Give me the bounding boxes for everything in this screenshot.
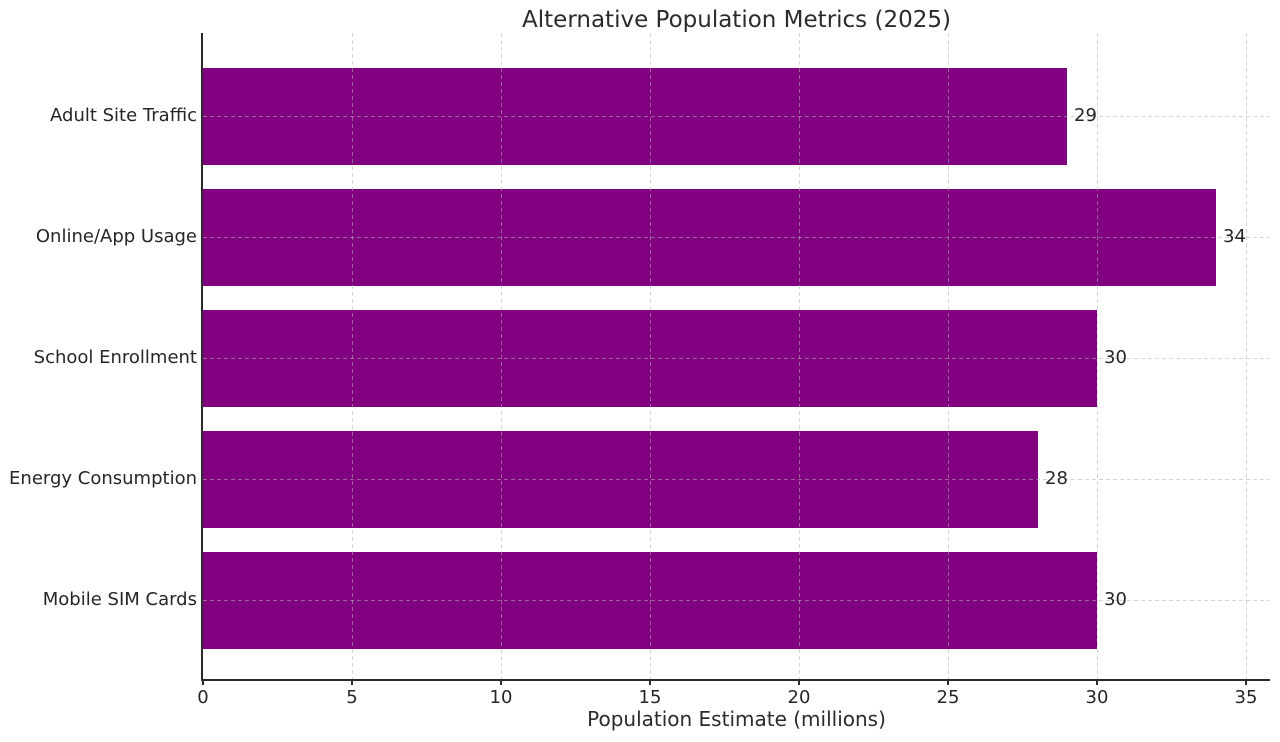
x-tick-20 bbox=[798, 679, 800, 685]
x-tick-label-0: 0 bbox=[197, 687, 209, 708]
x-gridline-20 bbox=[799, 33, 800, 679]
x-tick-label-10: 10 bbox=[489, 687, 513, 708]
y-gridline-online-app-usage bbox=[203, 237, 1270, 238]
x-tick-15 bbox=[649, 679, 651, 685]
category-label-mobile-sim-cards: Mobile SIM Cards bbox=[42, 589, 197, 610]
x-tick-label-20: 20 bbox=[787, 687, 811, 708]
x-gridline-15 bbox=[650, 33, 651, 679]
x-tick-0 bbox=[202, 679, 204, 685]
x-gridline-5 bbox=[352, 33, 353, 679]
x-axis-label: Population Estimate (millions) bbox=[587, 707, 886, 731]
x-tick-30 bbox=[1096, 679, 1098, 685]
x-tick-10 bbox=[500, 679, 502, 685]
category-label-energy-consumption: Energy Consumption bbox=[9, 468, 197, 489]
value-label-energy-consumption: 28 bbox=[1045, 468, 1068, 489]
x-tick-25 bbox=[947, 679, 949, 685]
value-label-school-enrollment: 30 bbox=[1104, 347, 1127, 368]
x-tick-label-15: 15 bbox=[638, 687, 662, 708]
plot-area: 29 34 30 28 30 bbox=[201, 33, 1270, 681]
category-label-online-app-usage: Online/App Usage bbox=[35, 226, 197, 247]
category-label-school-enrollment: School Enrollment bbox=[33, 347, 197, 368]
x-gridline-30 bbox=[1097, 33, 1098, 679]
x-tick-5 bbox=[351, 679, 353, 685]
x-gridline-10 bbox=[501, 33, 502, 679]
x-gridline-35 bbox=[1246, 33, 1247, 679]
y-gridline-school-enrollment bbox=[203, 358, 1270, 359]
value-label-mobile-sim-cards: 30 bbox=[1104, 589, 1127, 610]
x-gridline-25 bbox=[948, 33, 949, 679]
category-label-adult-site-traffic: Adult Site Traffic bbox=[50, 105, 197, 126]
chart-title: Alternative Population Metrics (2025) bbox=[522, 7, 951, 33]
x-tick-35 bbox=[1245, 679, 1247, 685]
y-gridline-energy-consumption bbox=[203, 479, 1270, 480]
y-gridline-adult-site-traffic bbox=[203, 116, 1270, 117]
x-tick-label-5: 5 bbox=[346, 687, 358, 708]
value-label-online-app-usage: 34 bbox=[1223, 226, 1246, 247]
x-tick-label-25: 25 bbox=[936, 687, 960, 708]
y-gridline-mobile-sim-cards bbox=[203, 600, 1270, 601]
x-tick-label-35: 35 bbox=[1234, 687, 1258, 708]
x-tick-label-30: 30 bbox=[1085, 687, 1109, 708]
value-label-adult-site-traffic: 29 bbox=[1074, 105, 1097, 126]
